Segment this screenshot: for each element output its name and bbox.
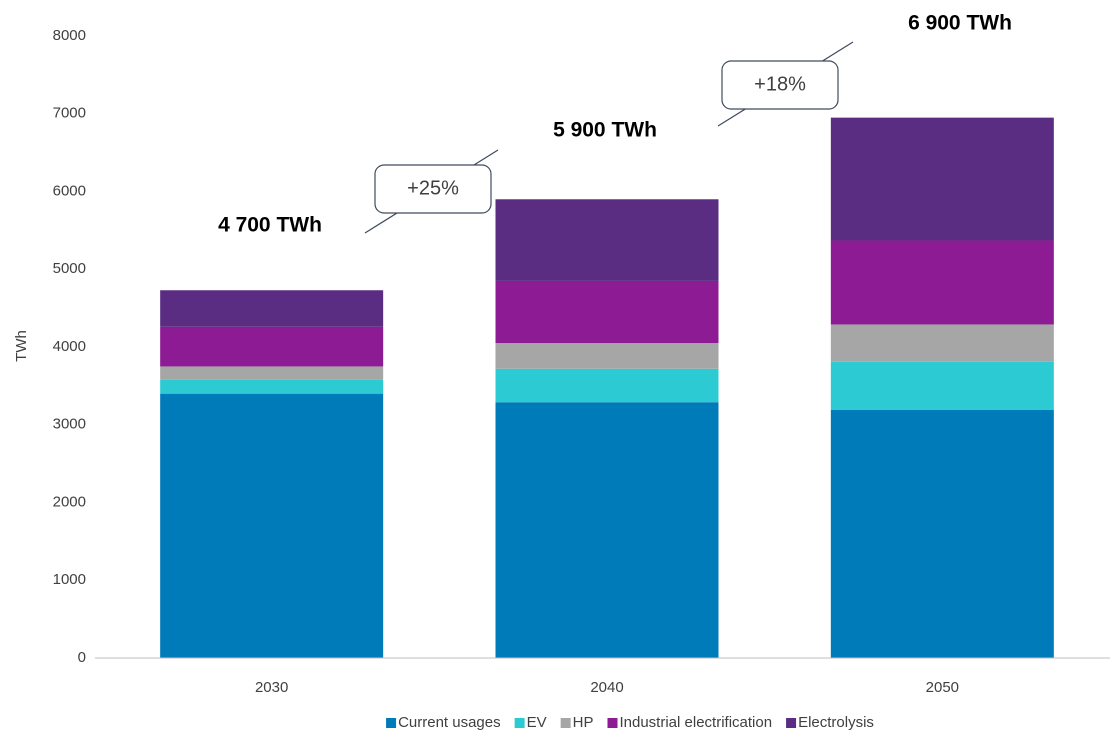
bar-segment	[160, 290, 384, 327]
legend-label: Industrial electrification	[619, 714, 772, 731]
x-tick-label: 2030	[255, 679, 288, 696]
legend-swatch	[386, 718, 397, 728]
legend-swatch	[560, 718, 571, 728]
growth-label: +18%	[754, 73, 806, 95]
y-tick-label: 5000	[53, 260, 86, 277]
y-tick-label: 3000	[53, 416, 86, 433]
bar-segment	[830, 324, 1054, 362]
bar-segment	[830, 240, 1054, 325]
y-tick-label: 0	[78, 649, 86, 666]
y-axis-label: TWh	[13, 330, 30, 362]
callout-box	[374, 164, 492, 214]
x-tick-label: 2050	[926, 679, 959, 696]
y-tick-label: 6000	[53, 182, 86, 199]
y-tick-label: 4000	[53, 338, 86, 355]
total-label: 6 900 TWh	[908, 12, 1012, 35]
y-tick-label: 1000	[53, 571, 86, 588]
bar-segment	[495, 368, 719, 403]
bar-segment	[495, 343, 719, 369]
legend-swatch	[607, 718, 618, 728]
bar-segment	[160, 393, 384, 658]
callout-box	[721, 60, 839, 110]
legend-label: EV	[527, 714, 547, 731]
y-tick-label: 7000	[53, 105, 86, 122]
bar-segment	[160, 326, 384, 367]
legend-label: Current usages	[398, 714, 501, 731]
y-tick-label: 2000	[53, 493, 86, 510]
legend-swatch	[786, 718, 797, 728]
legend-swatch	[514, 718, 525, 728]
legend-label: HP	[573, 714, 594, 731]
bar-segment	[160, 366, 384, 380]
legend-label: Electrolysis	[798, 714, 874, 731]
bar-segment	[830, 117, 1054, 241]
total-label: 4 700 TWh	[218, 214, 322, 237]
total-label: 5 900 TWh	[553, 119, 657, 142]
x-tick-label: 2040	[590, 679, 623, 696]
bar-segment	[495, 199, 719, 281]
bar-segment	[495, 280, 719, 344]
y-tick-label: 8000	[53, 27, 86, 44]
bar-segment	[830, 361, 1054, 410]
growth-label: +25%	[407, 177, 459, 199]
bar-segment	[160, 379, 384, 394]
bar-segment	[830, 409, 1054, 658]
bar-segment	[495, 402, 719, 658]
